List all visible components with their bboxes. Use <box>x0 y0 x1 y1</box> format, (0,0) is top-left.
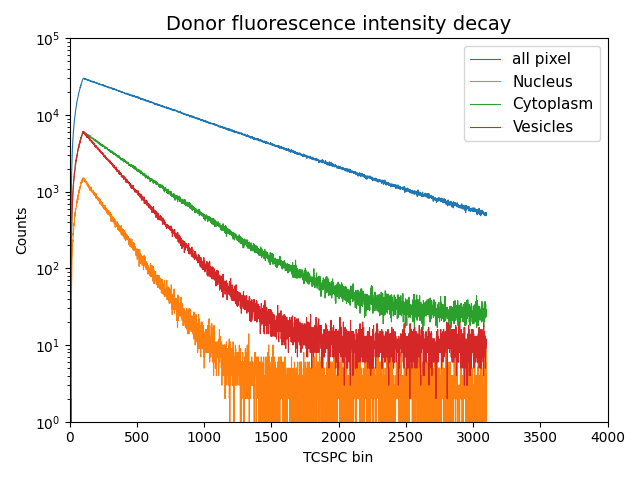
Cytoplasm <box>109 150 117 156</box>
Legend: all pixel, Nucleus, Cytoplasm, Vesicles: all pixel, Nucleus, Cytoplasm, Vesicles <box>463 46 600 141</box>
Cytoplasm <box>433 309 440 315</box>
Nucleus <box>66 419 74 425</box>
Cytoplasm <box>66 442 74 448</box>
Y-axis label: Counts: Counts <box>15 206 29 254</box>
Nucleus <box>433 419 440 425</box>
all pixel <box>66 354 74 360</box>
Line: Vesicles: Vesicles <box>70 131 486 445</box>
all pixel <box>109 86 117 92</box>
X-axis label: TCSPC bin: TCSPC bin <box>303 451 374 465</box>
Vesicles <box>433 342 440 348</box>
Line: Nucleus: Nucleus <box>70 178 486 480</box>
Nucleus <box>109 216 117 222</box>
Line: all pixel: all pixel <box>70 78 486 375</box>
Vesicles <box>66 442 74 448</box>
all pixel <box>433 199 440 205</box>
Vesicles <box>109 164 117 169</box>
Line: Cytoplasm: Cytoplasm <box>70 132 486 445</box>
Title: Donor fluorescence intensity decay: Donor fluorescence intensity decay <box>166 15 511 34</box>
